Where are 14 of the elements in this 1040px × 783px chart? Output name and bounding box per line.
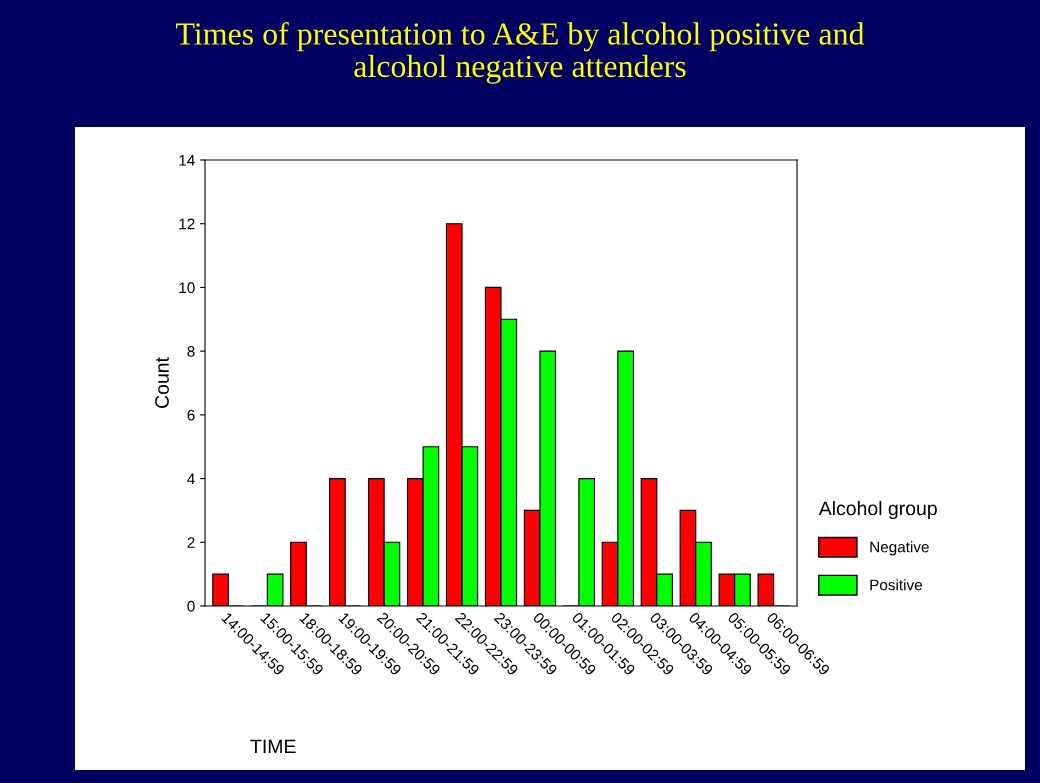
y-tick-label: 12 — [179, 218, 195, 230]
chart-title: Times of presentation to A&E by alcohol positive and alcohol negative attenders — [176, 22, 865, 84]
y-tick-label: 6 — [187, 409, 195, 421]
y-tick-label: 2 — [187, 537, 195, 548]
x-axis-title: TIME — [250, 739, 296, 754]
y-tick-label: 0 — [187, 600, 195, 612]
legend-label: Negative — [870, 541, 929, 556]
y-tick-label: 10 — [179, 282, 195, 294]
y-tick-label: 4 — [187, 473, 195, 485]
y-axis-title: Count — [155, 357, 169, 408]
legend-label: Positive — [870, 579, 922, 591]
y-tick-label: 8 — [187, 346, 195, 357]
legend-title: Alcohol group — [818, 500, 937, 520]
y-tick-label: 14 — [179, 155, 195, 166]
